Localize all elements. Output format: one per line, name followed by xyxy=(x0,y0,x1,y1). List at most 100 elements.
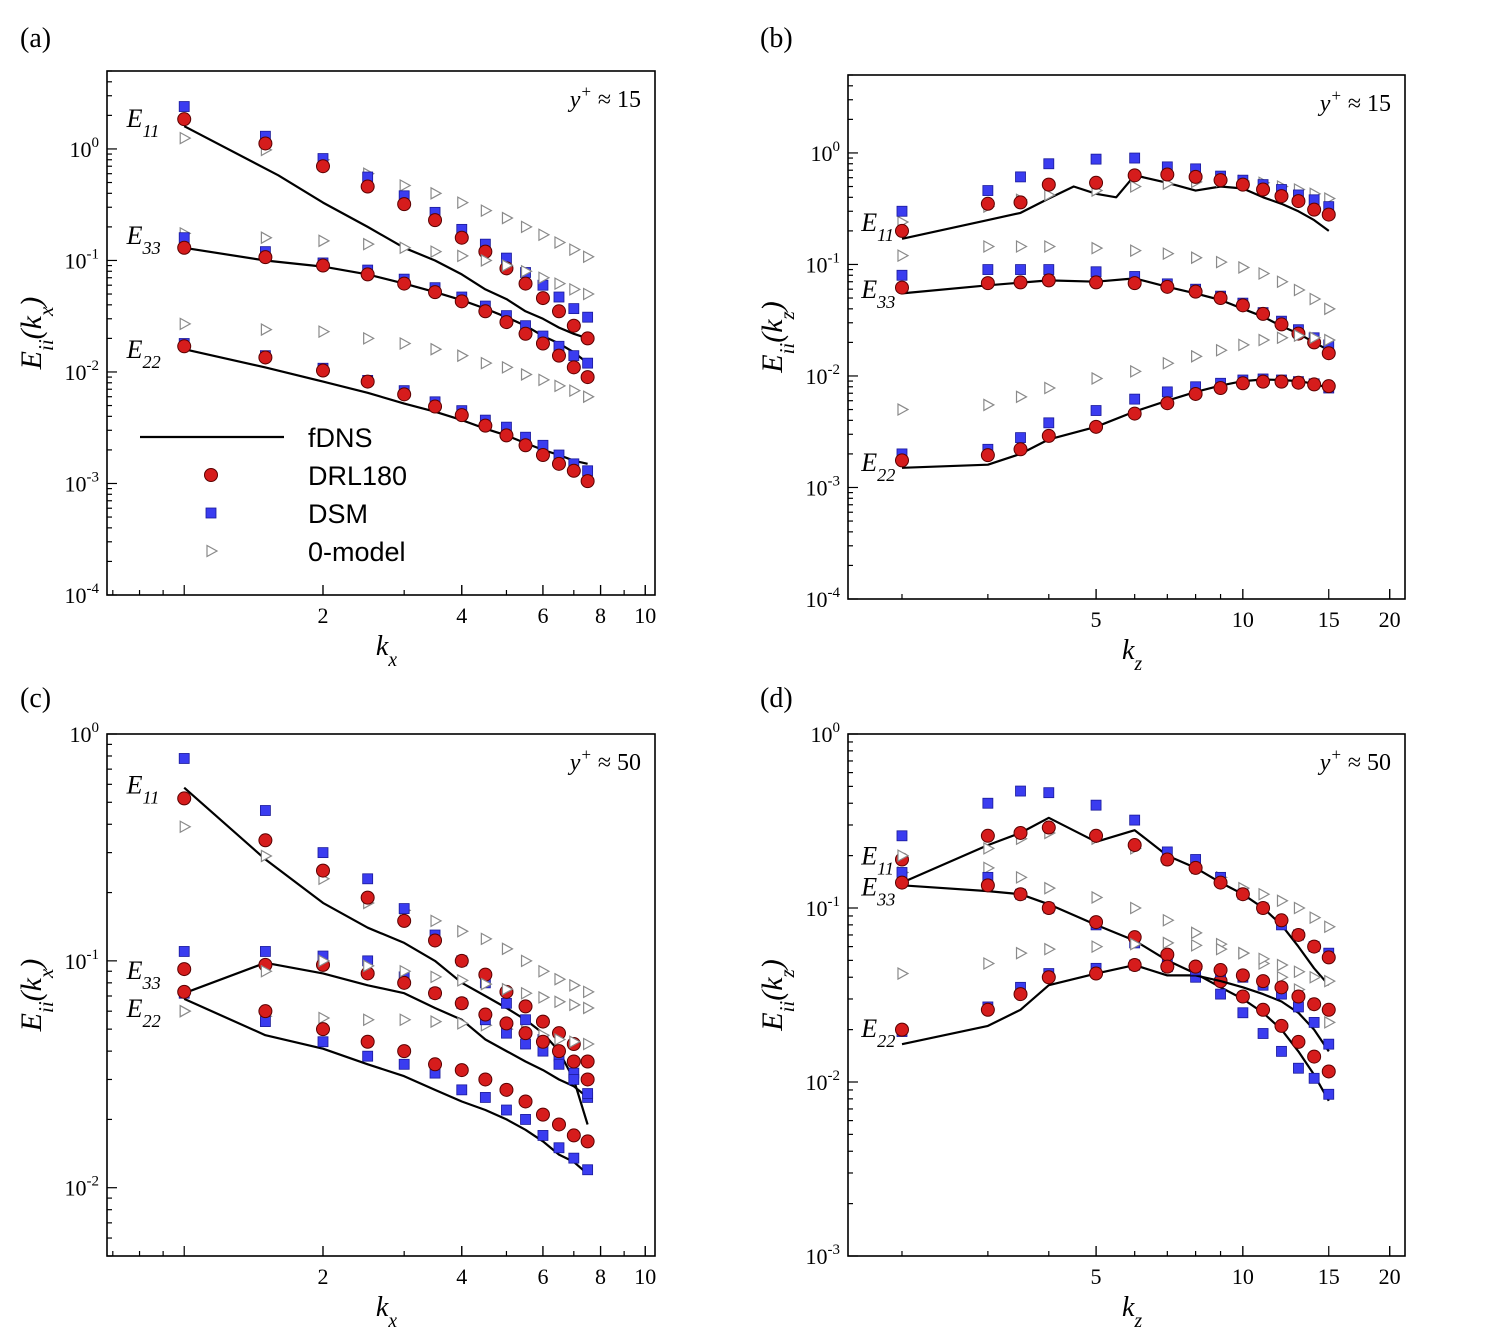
dsm-point xyxy=(1090,405,1102,416)
series-label: E33 xyxy=(860,872,895,909)
drl-point xyxy=(1291,927,1306,942)
drl-point xyxy=(177,240,192,255)
dsm-point xyxy=(178,946,190,957)
zero-model-point xyxy=(1309,292,1322,306)
zero-model-point xyxy=(569,1035,582,1049)
zero-model-point xyxy=(1276,970,1289,984)
series-label: E33 xyxy=(126,956,161,993)
drl-point xyxy=(1235,376,1250,391)
drl-point xyxy=(1160,279,1175,294)
dsm-point xyxy=(1090,153,1102,165)
dsm-point xyxy=(362,873,374,885)
drl-point xyxy=(1274,189,1289,204)
drl-point xyxy=(1321,1002,1336,1017)
dsm-point xyxy=(582,311,594,323)
drl-point xyxy=(518,276,533,291)
x-tick-label: 5 xyxy=(1091,607,1102,632)
zero-model-point xyxy=(520,367,533,381)
axes-frame xyxy=(847,733,1406,1257)
zero-model-point xyxy=(554,277,567,291)
x-tick-label: 8 xyxy=(595,1264,606,1289)
series-e22 xyxy=(177,954,595,1176)
drl-point xyxy=(1213,173,1228,188)
drl-point xyxy=(1127,406,1142,421)
zero-model-point xyxy=(538,271,551,285)
zero-model-point xyxy=(569,282,582,296)
zero-model-point xyxy=(1162,936,1175,950)
zero-model-point xyxy=(1130,364,1142,378)
drl-point xyxy=(1127,276,1142,291)
drl-point xyxy=(980,276,995,291)
zero-model-point xyxy=(1191,251,1203,265)
drl-point xyxy=(315,1022,330,1037)
x-tick-label: 10 xyxy=(634,1264,656,1289)
dsm-point xyxy=(456,1084,468,1096)
series-label: E11 xyxy=(860,208,894,245)
series-e33 xyxy=(894,239,1336,361)
zero-model-point xyxy=(554,379,567,393)
dsm-point xyxy=(259,946,271,957)
y-tick-label: 10-3 xyxy=(806,1242,841,1269)
drl-point xyxy=(1127,168,1142,183)
x-tick-label: 10 xyxy=(634,603,656,628)
dsm-point xyxy=(317,847,329,859)
drl-point xyxy=(580,331,595,346)
zero-model-point xyxy=(554,235,567,249)
drl-point xyxy=(454,408,469,423)
zero-model-point xyxy=(501,942,514,956)
zero-model-point xyxy=(897,967,910,981)
drl-point xyxy=(535,336,550,351)
drl-point xyxy=(478,1072,493,1087)
legend-zero-label: 0-model xyxy=(308,537,406,567)
dsm-point xyxy=(1043,787,1055,799)
dsm-point xyxy=(178,753,190,764)
zero-model-point xyxy=(897,403,910,417)
drl-point xyxy=(894,875,909,890)
drl-point xyxy=(1213,291,1228,306)
drl-point xyxy=(1160,852,1175,867)
zero-model-point xyxy=(1293,329,1306,343)
drl-point xyxy=(1041,177,1056,192)
series-label: E33 xyxy=(860,275,895,312)
zero-model-point xyxy=(1258,333,1271,347)
drl-point xyxy=(428,399,443,414)
dsm-point xyxy=(479,1092,491,1103)
dsm-point xyxy=(1293,1062,1304,1074)
drl-point xyxy=(580,1054,595,1069)
series-e33 xyxy=(177,946,595,1099)
zero-model-point xyxy=(1044,942,1057,956)
drl-point xyxy=(177,791,192,806)
dsm-point xyxy=(1090,266,1102,278)
zero-model-point xyxy=(1324,302,1336,316)
dsm-point xyxy=(568,1074,580,1085)
zero-model-point xyxy=(501,360,514,374)
zero-model-point xyxy=(363,331,375,345)
series-label: E11 xyxy=(126,770,160,807)
zero-model-point xyxy=(1130,937,1142,951)
annotation: y+ ≈ 15 xyxy=(568,82,641,113)
drl-point xyxy=(1089,828,1104,843)
y-axis-label: Eii(kx) xyxy=(15,297,58,371)
dsm-point xyxy=(1015,171,1026,183)
drl-point xyxy=(454,996,469,1011)
drl-point xyxy=(478,304,493,319)
drl-point xyxy=(1274,317,1289,332)
dsm-point xyxy=(582,357,594,369)
drl-point xyxy=(1160,396,1175,411)
zero-model-point xyxy=(1015,390,1028,404)
drl-point xyxy=(177,339,192,354)
dsm-point xyxy=(1043,158,1055,170)
series-e11 xyxy=(177,753,595,1125)
drl-point xyxy=(428,285,443,300)
zero-model-point xyxy=(1044,381,1057,395)
dsm-point xyxy=(982,797,994,809)
zero-model-point xyxy=(1238,946,1251,960)
zero-model-point xyxy=(897,849,910,863)
panel-b: (b) 10-4 10-3 10-2 10-1 100 5 10 15 20 kz Eii(kz) y+… xyxy=(756,23,1406,675)
drl-point xyxy=(315,363,330,378)
zero-model-point xyxy=(520,986,533,1000)
dsm-point xyxy=(520,1014,531,1026)
y-tick-label: 100 xyxy=(811,139,841,166)
zero-model-point xyxy=(538,228,551,242)
drl-point xyxy=(1235,887,1250,902)
